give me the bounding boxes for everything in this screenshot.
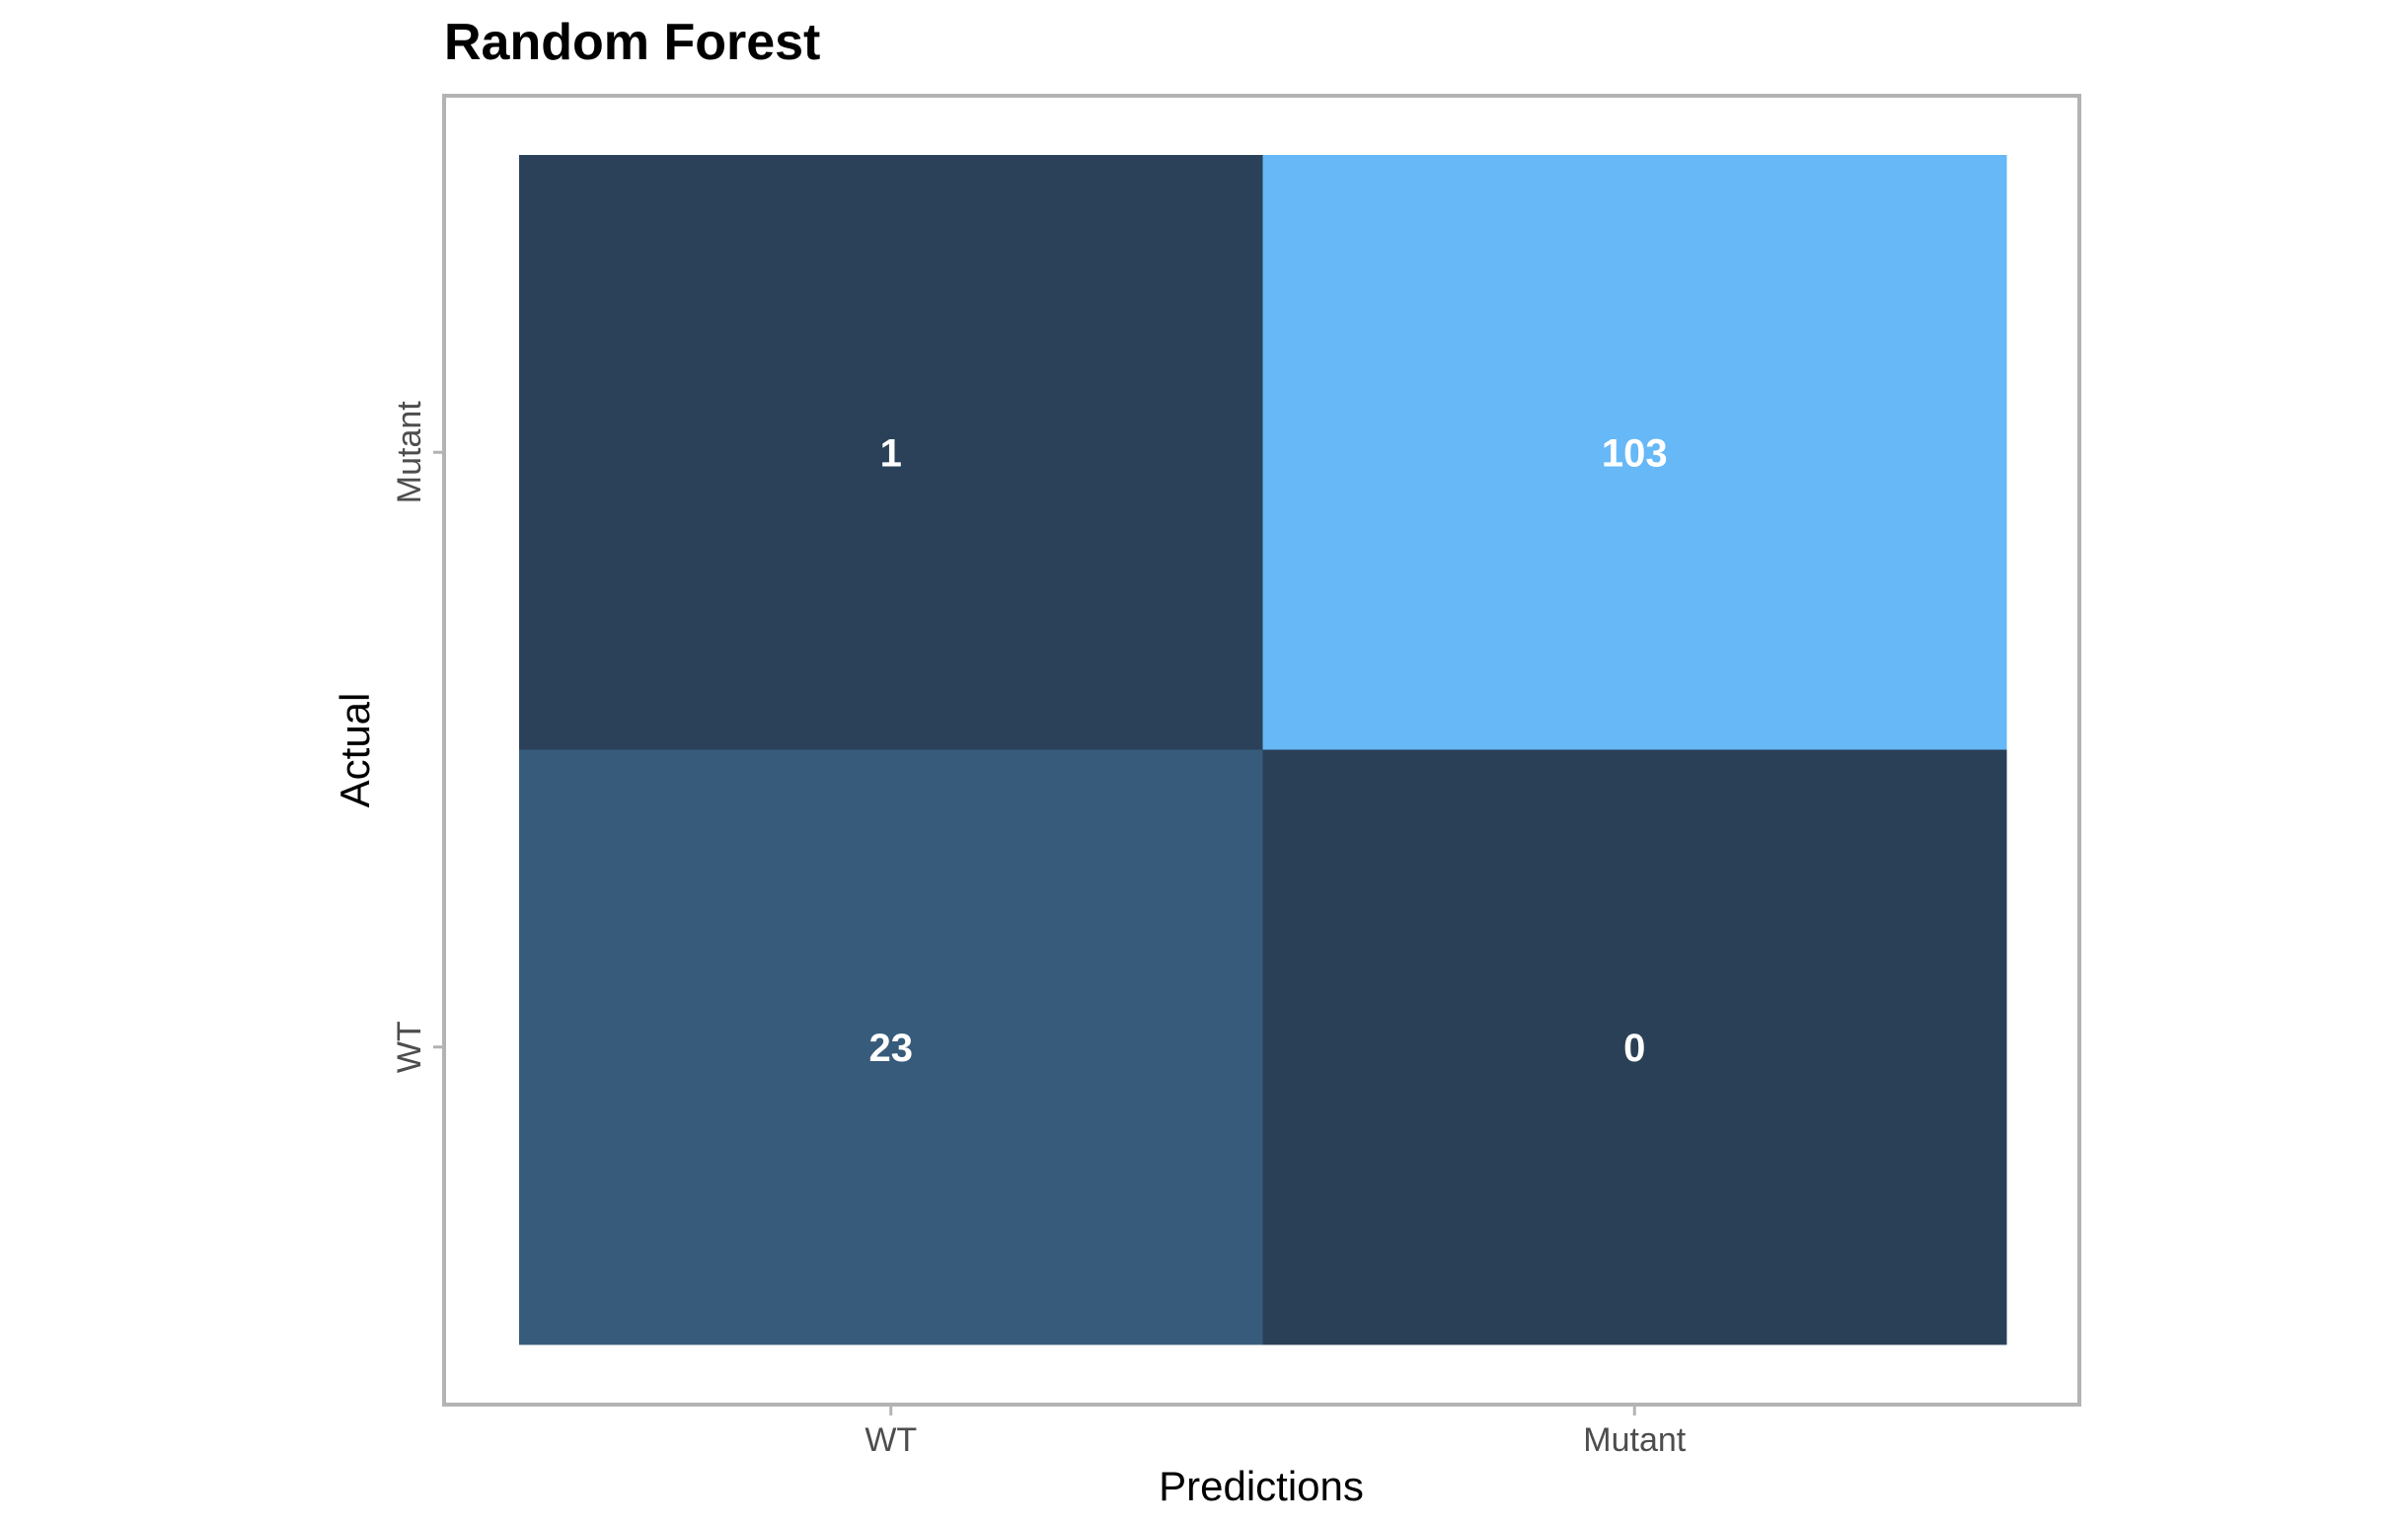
y-tick-label: Mutant (391, 401, 428, 503)
y-axis-ticks: WT Mutant (391, 401, 444, 1073)
heatmap-cell-labels: 1 103 23 0 (869, 431, 1668, 1070)
x-axis-title: Predictions (1159, 1463, 1364, 1509)
cell-value-label: 103 (1602, 431, 1668, 475)
heatmap-cell (519, 749, 1263, 1345)
cell-value-label: 23 (869, 1027, 914, 1070)
heatmap-cell (1262, 749, 2007, 1345)
x-tick-label: WT (865, 1421, 917, 1459)
heatmap-cell (519, 155, 1263, 750)
x-axis-ticks: WT Mutant (865, 1405, 1687, 1459)
cell-value-label: 0 (1623, 1027, 1645, 1070)
y-axis-title: Actual (332, 693, 378, 808)
chart-title: Random Forest (444, 14, 820, 71)
y-tick-label: WT (391, 1021, 428, 1073)
cell-value-label: 1 (880, 431, 902, 475)
panel-border (442, 94, 2081, 1407)
heatmap-cell (1262, 155, 2007, 750)
x-tick-label: Mutant (1583, 1421, 1686, 1459)
heatmap-cells (519, 155, 2007, 1345)
